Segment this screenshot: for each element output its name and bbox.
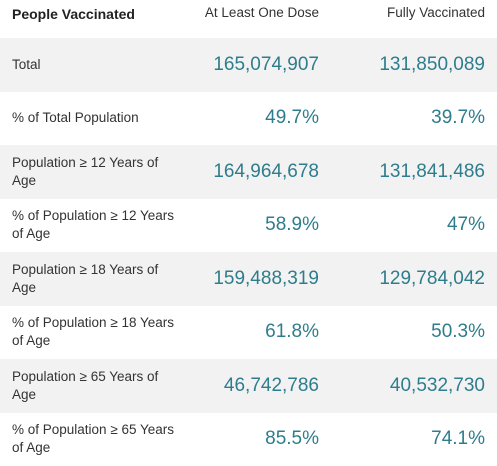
table-row: % of Population ≥ 12 Years of Age 58.9% … xyxy=(0,199,497,253)
table-row: Population ≥ 18 Years of Age 159,488,319… xyxy=(0,252,497,306)
table-header: People Vaccinated At Least One Dose Full… xyxy=(0,0,497,38)
fully-vaccinated-value: 129,784,042 xyxy=(319,268,497,290)
table-row: % of Population ≥ 18 Years of Age 61.8% … xyxy=(0,306,497,360)
fully-vaccinated-value: 50.3% xyxy=(319,321,497,343)
fully-vaccinated-value: 131,841,486 xyxy=(319,161,497,183)
table-row: Population ≥ 12 Years of Age 164,964,678… xyxy=(0,145,497,199)
fully-vaccinated-value: 131,850,089 xyxy=(319,54,497,76)
at-least-one-dose-value: 46,742,786 xyxy=(180,375,319,397)
at-least-one-dose-value: 159,488,319 xyxy=(180,268,319,290)
row-label: Population ≥ 65 Years of Age xyxy=(0,368,180,404)
fully-vaccinated-value: 39.7% xyxy=(319,107,497,129)
fully-vaccinated-value: 47% xyxy=(319,214,497,236)
row-label: Total xyxy=(0,56,180,74)
row-label: % of Population ≥ 65 Years of Age xyxy=(0,421,180,457)
fully-vaccinated-value: 74.1% xyxy=(319,428,497,450)
header-at-least-one-dose: At Least One Dose xyxy=(180,5,319,20)
at-least-one-dose-value: 58.9% xyxy=(180,214,319,236)
row-label: % of Population ≥ 12 Years of Age xyxy=(0,207,180,243)
table-row: % of Population ≥ 65 Years of Age 85.5% … xyxy=(0,413,497,466)
row-label: Population ≥ 12 Years of Age xyxy=(0,154,180,190)
header-people-vaccinated: People Vaccinated xyxy=(0,5,180,23)
row-label: % of Total Population xyxy=(0,109,180,127)
at-least-one-dose-value: 61.8% xyxy=(180,321,319,343)
at-least-one-dose-value: 49.7% xyxy=(180,107,319,129)
at-least-one-dose-value: 165,074,907 xyxy=(180,54,319,76)
row-label: Population ≥ 18 Years of Age xyxy=(0,261,180,297)
row-label: % of Population ≥ 18 Years of Age xyxy=(0,314,180,350)
header-fully-vaccinated: Fully Vaccinated xyxy=(319,5,497,20)
table-row: Population ≥ 65 Years of Age 46,742,786 … xyxy=(0,359,497,413)
at-least-one-dose-value: 85.5% xyxy=(180,428,319,450)
fully-vaccinated-value: 40,532,730 xyxy=(319,375,497,397)
at-least-one-dose-value: 164,964,678 xyxy=(180,161,319,183)
table-row: Total 165,074,907 131,850,089 xyxy=(0,38,497,92)
table-row: % of Total Population 49.7% 39.7% xyxy=(0,92,497,146)
